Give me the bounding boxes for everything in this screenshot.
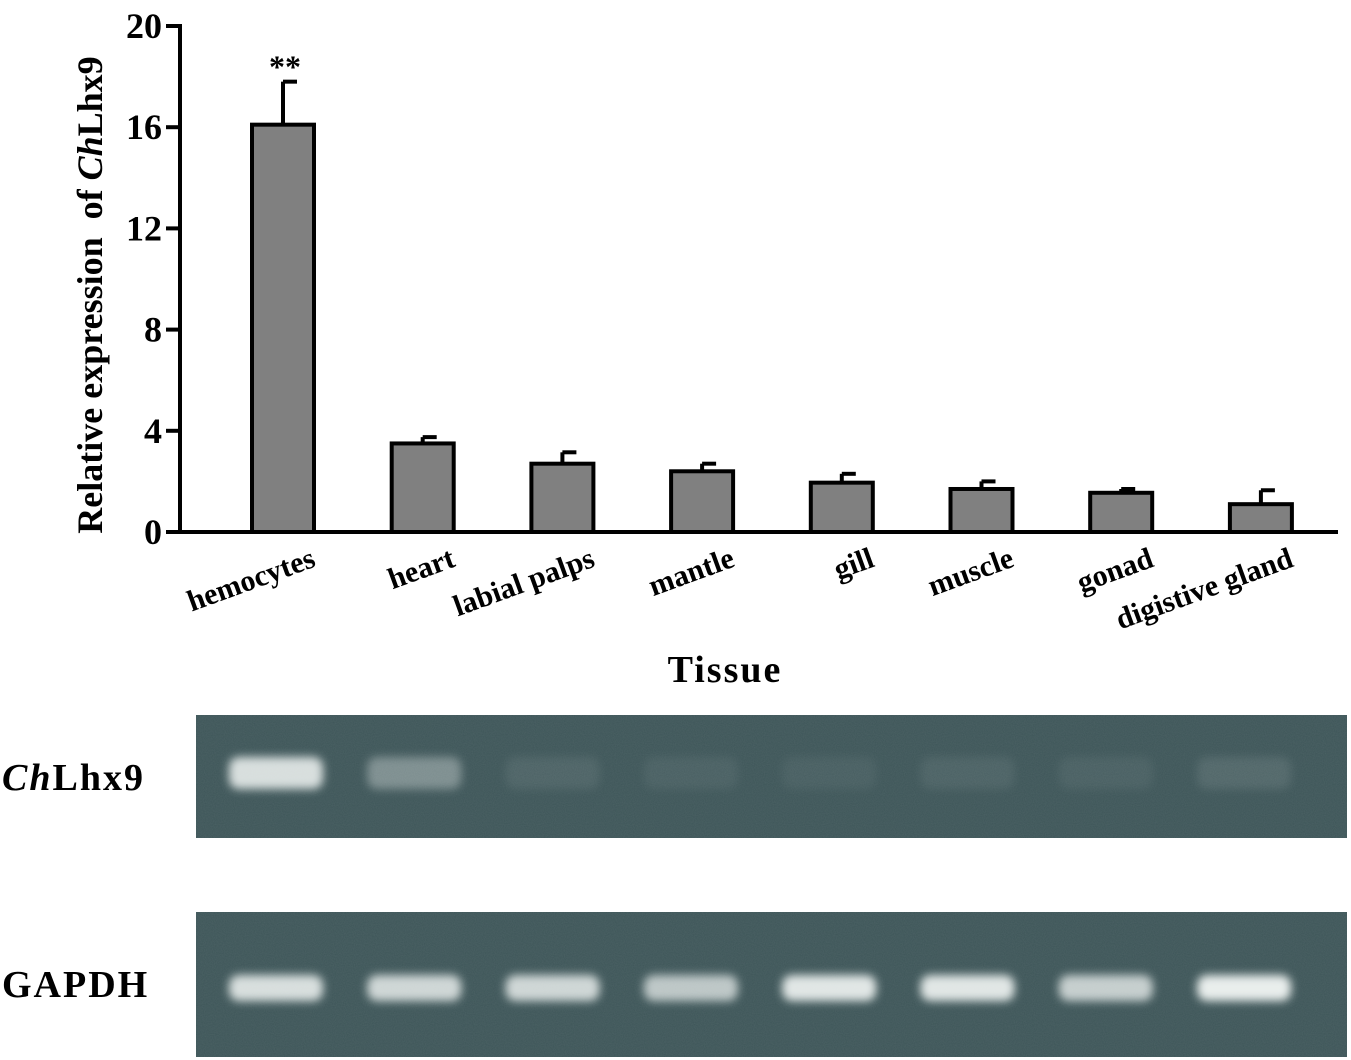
gel-band — [643, 757, 738, 789]
y-axis-title-suffix: Lhx9 — [70, 56, 110, 136]
y-tick-label: 20 — [126, 6, 162, 46]
axes — [178, 24, 1338, 534]
gel-band — [782, 975, 877, 1001]
bars-group — [250, 122, 1294, 535]
significance-annotation: ** — [269, 49, 301, 85]
x-tick-label: heart — [384, 542, 459, 596]
gel-band — [643, 975, 738, 1001]
bar — [669, 469, 736, 534]
gel-band — [920, 757, 1015, 789]
y-tick-label: 8 — [144, 310, 162, 350]
bar — [529, 461, 596, 534]
y-axis-title: Relative expression of ChLhx9 — [70, 56, 110, 533]
y-ticks: 0 4 8 12 16 20 — [126, 6, 180, 552]
x-tick-label: muscle — [924, 542, 1018, 603]
gel-label-chlhx9-rest: Lhx9 — [52, 757, 144, 799]
gel-label-gapdh: GAPDH — [2, 964, 149, 1006]
gel-band — [367, 757, 462, 789]
gel-band — [229, 757, 323, 789]
x-tick-label: mantle — [644, 542, 738, 603]
x-tick-label: gonad — [1073, 541, 1158, 599]
y-axis-title-prefix: Relative expression of — [70, 180, 110, 533]
bar — [808, 480, 875, 535]
gel-chlhx9 — [196, 715, 1347, 838]
gel-label-chlhx9-italic: Ch — [2, 757, 52, 799]
x-axis-title: Tissue — [668, 649, 783, 691]
bar — [948, 486, 1015, 534]
error-bars-group — [281, 79, 1275, 505]
gel-band — [229, 975, 323, 1001]
y-tick-label: 16 — [126, 107, 162, 147]
gel-band — [920, 975, 1015, 1001]
gel-label-gapdh-rest: GAPDH — [2, 964, 149, 1006]
x-tick-label: gill — [829, 542, 878, 587]
gel-band — [1058, 975, 1153, 1001]
y-tick-label: 0 — [144, 512, 162, 552]
y-axis-title-italic: Ch — [70, 136, 110, 180]
bar — [1227, 502, 1294, 535]
gel-chlhx9-bands — [229, 757, 1292, 789]
bar — [1088, 490, 1155, 535]
y-tick-label: 12 — [126, 208, 162, 248]
bar — [250, 122, 316, 534]
x-tick-label: hemocytes — [183, 542, 320, 619]
gel-gapdh — [196, 912, 1347, 1057]
gel-band — [367, 975, 462, 1001]
gel-gapdh-bands — [229, 975, 1292, 1001]
x-tick-label: labial palps — [449, 542, 599, 623]
gel-band — [505, 975, 600, 1001]
gel-band — [1197, 975, 1292, 1001]
gel-label-chlhx9: ChLhx9 — [2, 757, 145, 799]
y-tick-label: 4 — [144, 411, 162, 451]
gel-band — [505, 757, 600, 789]
annotations: ** — [269, 49, 301, 85]
gel-band — [782, 757, 877, 789]
gel-band — [1058, 757, 1153, 789]
bar — [389, 441, 456, 535]
gel-band — [1197, 757, 1292, 789]
